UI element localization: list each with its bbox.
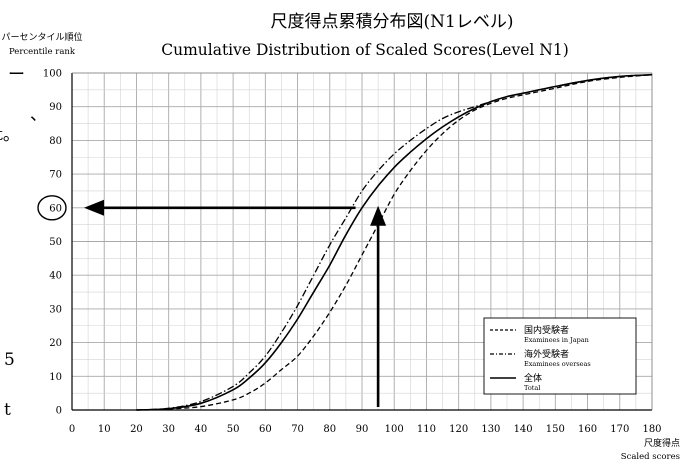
vertical-arrow-head bbox=[370, 205, 387, 226]
legend-label: 海外受験者 bbox=[524, 348, 569, 360]
y-tick-label: 50 bbox=[49, 237, 62, 248]
y-tick-label: 80 bbox=[49, 136, 62, 147]
x-tick-label: 110 bbox=[417, 424, 436, 435]
margin-fragment: 5 bbox=[4, 350, 15, 370]
annotations bbox=[37, 195, 387, 407]
x-tick-label: 120 bbox=[449, 424, 468, 435]
margin-fragment: ー bbox=[8, 65, 25, 85]
chart-title: 尺度得点累積分布図(N1レベル) bbox=[271, 12, 514, 32]
legend-label-en: Examinees overseas bbox=[524, 360, 591, 368]
x-tick-label: 80 bbox=[323, 424, 336, 435]
margin-fragment: 、 bbox=[30, 105, 47, 125]
legend-label: 国内受験者 bbox=[524, 324, 569, 336]
tick-labels: 0 10 20 30 40 50 60 70 80 90 100 110 120 130 140 150 160… bbox=[43, 69, 662, 436]
x-tick-label: 180 bbox=[642, 424, 661, 435]
x-tick-label: 30 bbox=[162, 424, 175, 435]
x-axis-label-ja: 尺度得点 bbox=[644, 437, 680, 449]
x-tick-label: 0 bbox=[69, 424, 75, 435]
legend-label: 全体 bbox=[524, 372, 542, 384]
x-tick-label: 130 bbox=[481, 424, 500, 435]
y-tick-label: 100 bbox=[43, 69, 62, 80]
y-axis-label-en: Percentile rank bbox=[9, 47, 76, 57]
horizontal-arrow-head bbox=[84, 199, 104, 216]
x-tick-label: 60 bbox=[259, 424, 272, 435]
chart-subtitle: Cumulative Distribution of Scaled Scores… bbox=[161, 41, 569, 59]
series-lines bbox=[136, 73, 653, 411]
y-axis-label-ja: パーセンタイル順位 bbox=[1, 31, 82, 43]
y-tick-label: 10 bbox=[49, 372, 62, 383]
left-margin-fragments: ー、 t。 5 t bbox=[0, 65, 47, 420]
series-line-2 bbox=[136, 73, 653, 411]
x-tick-label: 70 bbox=[291, 424, 304, 435]
y-tick-label: 0 bbox=[56, 406, 62, 417]
circled-tick-marker bbox=[37, 195, 67, 221]
legend-box bbox=[483, 317, 637, 395]
series-line-0 bbox=[136, 74, 653, 411]
x-tick-label: 20 bbox=[130, 424, 143, 435]
legend-label-en: Total bbox=[524, 384, 540, 392]
x-tick-label: 50 bbox=[227, 424, 240, 435]
x-tick-label: 90 bbox=[356, 424, 369, 435]
x-tick-label: 40 bbox=[195, 424, 208, 435]
x-tick-label: 10 bbox=[98, 424, 111, 435]
y-tick-label: 40 bbox=[49, 271, 62, 282]
x-tick-label: 140 bbox=[514, 424, 533, 435]
x-axis-label-en: Scaled scores bbox=[621, 452, 680, 462]
margin-fragment: t。 bbox=[0, 125, 20, 145]
y-tick-label: 90 bbox=[49, 102, 62, 113]
margin-fragment: t bbox=[4, 400, 11, 420]
y-tick-label: 70 bbox=[49, 170, 62, 181]
y-tick-label: 60 bbox=[49, 203, 62, 214]
legend-label-en: Examinees in Japan bbox=[524, 336, 589, 344]
x-tick-label: 150 bbox=[546, 424, 565, 435]
y-tick-label: 20 bbox=[49, 338, 62, 349]
x-tick-label: 160 bbox=[578, 424, 597, 435]
x-tick-label: 100 bbox=[385, 424, 404, 435]
x-tick-label: 170 bbox=[610, 424, 629, 435]
y-tick-label: 30 bbox=[49, 304, 62, 315]
